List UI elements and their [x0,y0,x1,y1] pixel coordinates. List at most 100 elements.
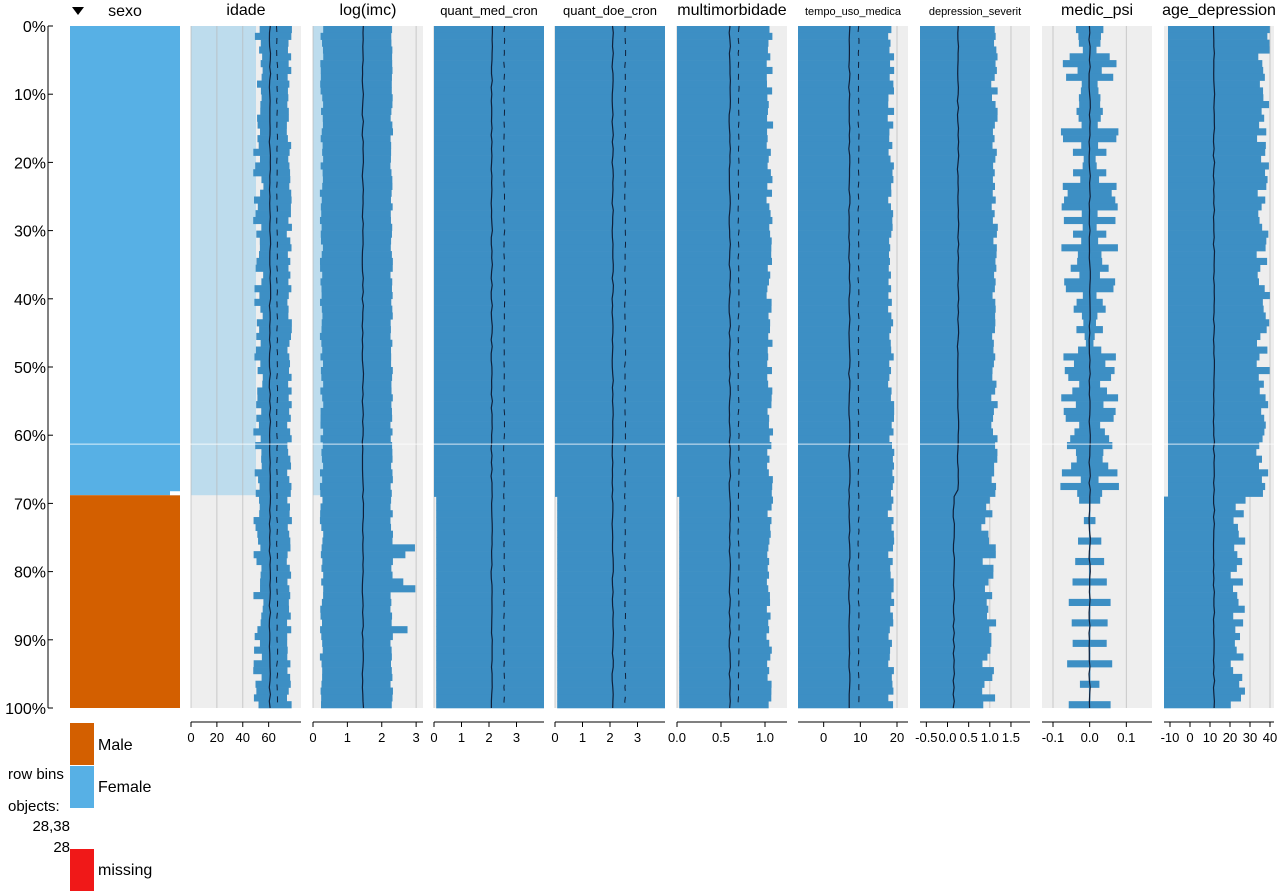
bar-depression-severit [920,237,994,245]
bar-quant-doe-cron [555,482,665,491]
mean-line-idade [275,25,279,709]
bar-quant-med-cron [434,257,544,265]
bar-idade [261,673,291,682]
bar-idade [261,176,291,184]
bar-depression-severit [920,162,994,170]
bar-age-depression [1164,632,1241,641]
bar-depression-severit [920,407,994,416]
bar-multimorbidade [677,339,773,347]
bar-quant-med-cron [434,319,544,327]
bar-idade [259,237,291,245]
bar-log-imc- [322,244,391,252]
bar-multimorbidade [679,646,772,654]
bar-age-depression [1168,285,1265,293]
bar-quant-med-cron [436,619,544,627]
y-tick-label-100: 100% [5,701,46,718]
bar-idade [254,298,288,306]
median-line-quant-doe-cron [611,25,615,709]
bar-multimorbidade [679,523,771,531]
bar-log-imc- [322,646,392,654]
bar-log-imc- [320,162,391,170]
bar-idade [260,305,289,313]
bar-tempo-uso-medica [798,667,894,675]
bar-quant-doe-cron [555,141,665,150]
bar-multimorbidade [677,435,770,443]
bar-quant-doe-cron [555,332,665,341]
bar-depression-severit [920,694,996,702]
bar-quant-doe-cron [557,646,665,654]
bar-age-depression [1168,319,1270,327]
bar-age-depression [1168,32,1268,40]
bar-quant-doe-cron [557,523,665,531]
bar-multimorbidade [677,73,767,81]
bar-tempo-uso-medica [798,482,893,491]
bar-log-imc- [321,291,393,300]
bar-quant-doe-cron [555,169,665,177]
bar-tempo-uso-medica [798,673,892,682]
bar-tempo-uso-medica [798,114,888,122]
bar-quant-doe-cron [555,387,665,395]
bar-tempo-uso-medica [798,278,889,286]
bar-quant-doe-cron [555,421,665,429]
bar-age-depression [1168,162,1269,170]
bar-depression-severit [920,107,998,115]
bar-idade [260,339,290,347]
bar-multimorbidade [677,264,768,272]
bar-depression-severit [920,619,997,627]
bar-multimorbidade [677,182,768,190]
bar-log-imc- [323,360,392,368]
bar-idade [258,476,290,484]
objects-count: 28,38 [32,818,70,835]
bar-age-depression [1164,701,1231,709]
bar-idade [255,346,288,354]
bar-depression-severit [920,182,995,190]
bar-multimorbidade [677,66,773,75]
bar-quant-doe-cron [555,455,665,463]
bar-quant-doe-cron [555,476,665,484]
bar-multimorbidade [679,701,769,709]
bar-log-imc- [320,135,391,143]
bar-age-depression [1164,503,1236,511]
bar-medic-psi [1079,271,1100,279]
bar-multimorbidade [679,598,771,606]
bar-log-imc- [320,367,393,375]
bar-tempo-uso-medica [798,489,891,497]
bar-age-depression [1168,251,1257,259]
bar-log-imc- [323,401,392,409]
bar-log-imc- [322,346,392,354]
bar-idade [253,592,291,600]
bar-multimorbidade [677,128,768,136]
bar-multimorbidade [679,557,770,566]
bar-age-depression [1168,428,1265,436]
bar-depression-severit [920,94,993,102]
bar-log-imc- [323,530,393,538]
legend-label-male: Male [98,737,133,754]
bar-multimorbidade [677,114,768,122]
bar-tempo-uso-medica [798,189,892,197]
sexo-boundary-notch [170,491,180,496]
bar-quant-doe-cron [557,496,665,504]
bar-log-imc- [320,66,393,75]
bar-idade [257,114,289,122]
bar-quant-doe-cron [555,367,665,375]
bar-age-depression [1164,639,1235,647]
bar-quant-doe-cron [557,503,665,511]
bar-quant-med-cron [436,592,544,600]
bar-tempo-uso-medica [798,639,892,647]
x-tick-label-depression-severit: 1.0 [981,730,999,745]
bar-multimorbidade [679,605,767,613]
median-line-age-depression [1212,25,1216,709]
bar-quant-med-cron [434,155,544,163]
bar-multimorbidade [679,503,772,511]
bar-quant-med-cron [434,332,544,341]
bar-age-depression [1168,87,1264,95]
bar-age-depression [1164,673,1243,682]
bar-quant-doe-cron [555,189,665,197]
bar-multimorbidade [679,667,770,675]
bar-quant-med-cron [436,701,544,709]
bar-age-depression [1168,448,1257,456]
bar-age-depression [1168,360,1257,368]
bar-depression-severit [920,639,992,647]
column-header-depression-severit: depression_severit [929,6,1021,18]
bar-multimorbidade [679,517,772,525]
